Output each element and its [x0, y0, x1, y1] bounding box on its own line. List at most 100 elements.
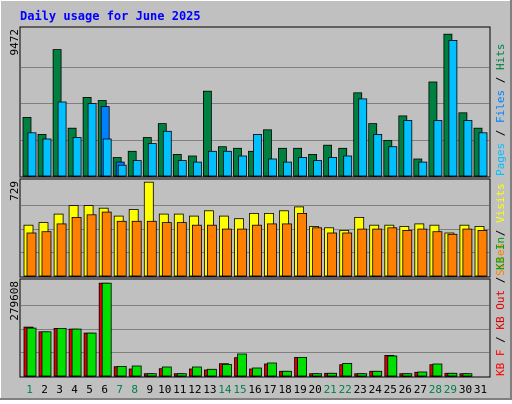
kb-in-bar	[221, 363, 232, 377]
kb-in-bar	[116, 365, 127, 377]
legend-kb: KB F / KB Out / KB In	[494, 237, 507, 376]
pages-bar	[463, 120, 473, 177]
pages-bar	[253, 133, 262, 177]
day-tick-label: 5	[86, 383, 93, 396]
pages-bar	[268, 158, 277, 177]
sites-bar	[176, 222, 187, 277]
day-tick-label: 2	[41, 383, 48, 396]
pages-bar	[147, 143, 157, 177]
pages-bar	[102, 138, 112, 177]
pages-bar	[192, 161, 202, 177]
kb-in-bar	[432, 363, 443, 377]
kb-in-bar	[372, 370, 383, 377]
day-tick-label: 3	[56, 383, 63, 396]
sites-bar	[237, 228, 247, 277]
sites-bar	[131, 220, 142, 277]
kb-in-bar	[267, 362, 277, 377]
sites-bar	[71, 216, 82, 277]
pages-bar	[42, 138, 52, 177]
kb-in-bar	[462, 373, 473, 377]
sites-bar	[282, 223, 292, 277]
sites-bar	[56, 223, 67, 277]
kb-in-bar	[131, 365, 142, 377]
kb-in-bar	[447, 372, 458, 377]
pages-bar	[418, 161, 428, 177]
pages-bar	[358, 98, 368, 177]
legend-hits-files-pages: Pages / Files / Hits	[494, 44, 507, 177]
kb-in-bar	[26, 327, 37, 377]
kb-in-bar	[161, 366, 172, 377]
sites-bar	[101, 211, 112, 277]
kb-ymax-label: 279608	[8, 281, 21, 321]
day-tick-label: 9	[146, 383, 153, 396]
sites-bar	[312, 227, 323, 277]
sites-bar	[252, 224, 262, 277]
day-tick-label: 7	[116, 383, 123, 396]
pages-bar	[207, 150, 217, 177]
sites-bar	[462, 228, 473, 277]
sites-bar	[447, 233, 458, 277]
legend-kb-in: KB In	[494, 237, 507, 270]
kb-in-bar	[206, 368, 217, 377]
kb-in-bar	[101, 282, 112, 377]
legend-visits-sites: Sites / Visits	[494, 183, 507, 276]
kb-in-bar	[41, 331, 52, 377]
pages-bar	[328, 157, 338, 177]
kb-in-bar	[357, 373, 368, 377]
sites-bar	[387, 227, 398, 277]
pages-bar	[283, 161, 292, 177]
sites-bar	[342, 232, 353, 277]
pages-bar	[162, 130, 172, 177]
kb-in-bar	[387, 355, 398, 377]
pages-bar	[478, 132, 488, 177]
day-tick-label: 18	[278, 383, 291, 396]
hits-bar	[202, 90, 212, 177]
hits-panel-bars	[22, 33, 488, 177]
day-tick-label: 4	[71, 383, 78, 396]
pages-bar	[388, 146, 398, 177]
pages-bar	[448, 40, 458, 177]
sites-bar	[402, 229, 413, 277]
day-tick-label: 28	[429, 383, 442, 396]
chart-title: Daily usage for June 2025	[20, 9, 201, 23]
sites-bar	[191, 224, 202, 277]
kb-in-bar	[282, 370, 292, 377]
kb-in-bar	[297, 356, 308, 377]
day-tick-label: 29	[444, 383, 457, 396]
legend-pages: Pages	[494, 143, 507, 176]
sites-bar	[267, 223, 277, 277]
sites-bar	[116, 220, 127, 277]
kb-in-bar	[417, 371, 428, 377]
day-tick-label: 17	[263, 383, 276, 396]
pages-bar	[433, 120, 443, 177]
sites-bar	[41, 231, 52, 277]
day-tick-label: 31	[474, 383, 487, 396]
sites-bar	[357, 228, 368, 277]
sites-bar	[86, 214, 97, 277]
pages-bar	[87, 103, 97, 177]
pages-bar	[403, 120, 413, 177]
sites-bar	[221, 228, 232, 277]
sites-bar	[477, 229, 488, 277]
pages-bar	[177, 160, 187, 177]
day-tick-label: 15	[233, 383, 246, 396]
legend-files: Files	[494, 90, 507, 123]
day-tick-label: 11	[173, 383, 186, 396]
pages-bar	[298, 157, 308, 177]
kb-in-bar	[146, 373, 157, 377]
day-tick-label: 22	[339, 383, 352, 396]
day-tick-label: 10	[158, 383, 171, 396]
kb-panel-bars	[23, 282, 473, 377]
day-tick-label: 12	[188, 383, 201, 396]
day-tick-label: 8	[131, 383, 138, 396]
pages-bar	[238, 155, 247, 177]
legend-hits: Hits	[494, 44, 507, 71]
day-tick-label: 23	[354, 383, 367, 396]
visits-ymax-label: 729	[8, 181, 21, 201]
pages-bar	[132, 160, 142, 177]
x-axis-day-labels: 1 2 3 4 5 6 7 8 9 10 11 12 13 14 15 16 17 18 19 20 21 22 23 24 2…	[26, 383, 487, 396]
sites-bar	[26, 232, 37, 277]
kb-in-bar	[342, 362, 353, 377]
hits-ymax-label: 9472	[8, 29, 21, 56]
